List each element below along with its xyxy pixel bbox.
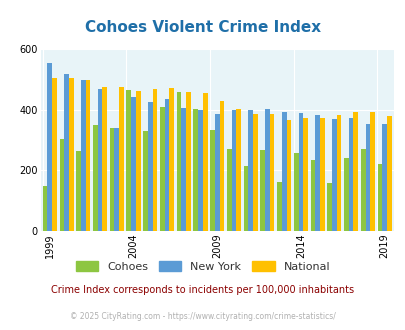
- Bar: [369, 112, 374, 231]
- Bar: [310, 160, 315, 231]
- Bar: [76, 151, 81, 231]
- Bar: [81, 80, 85, 231]
- Bar: [52, 78, 57, 231]
- Text: Crime Index corresponds to incidents per 100,000 inhabitants: Crime Index corresponds to incidents per…: [51, 285, 354, 295]
- Bar: [126, 90, 131, 231]
- Bar: [264, 109, 269, 231]
- Bar: [198, 110, 202, 231]
- Bar: [202, 93, 207, 231]
- Bar: [286, 120, 290, 231]
- Bar: [319, 118, 324, 231]
- Bar: [343, 158, 348, 231]
- Bar: [269, 114, 274, 231]
- Bar: [64, 74, 69, 231]
- Bar: [364, 124, 369, 231]
- Bar: [348, 118, 353, 231]
- Bar: [152, 88, 157, 231]
- Legend: Cohoes, New York, National: Cohoes, New York, National: [71, 256, 334, 276]
- Bar: [164, 99, 169, 231]
- Bar: [248, 110, 252, 231]
- Bar: [293, 153, 298, 231]
- Bar: [109, 128, 114, 231]
- Bar: [326, 182, 331, 231]
- Bar: [47, 63, 52, 231]
- Bar: [181, 108, 185, 231]
- Bar: [60, 139, 64, 231]
- Bar: [193, 109, 198, 231]
- Bar: [226, 149, 231, 231]
- Bar: [360, 149, 364, 231]
- Bar: [243, 166, 248, 231]
- Bar: [331, 119, 336, 231]
- Bar: [102, 87, 107, 231]
- Bar: [93, 124, 98, 231]
- Bar: [214, 114, 219, 231]
- Bar: [69, 78, 73, 231]
- Bar: [382, 124, 386, 231]
- Bar: [260, 150, 264, 231]
- Bar: [298, 113, 303, 231]
- Bar: [160, 107, 164, 231]
- Bar: [236, 109, 241, 231]
- Bar: [377, 164, 382, 231]
- Bar: [315, 115, 319, 231]
- Bar: [176, 92, 181, 231]
- Bar: [85, 80, 90, 231]
- Bar: [131, 97, 136, 231]
- Bar: [143, 131, 147, 231]
- Bar: [277, 182, 281, 231]
- Bar: [231, 110, 236, 231]
- Bar: [252, 114, 257, 231]
- Bar: [169, 88, 174, 231]
- Text: Cohoes Violent Crime Index: Cohoes Violent Crime Index: [85, 20, 320, 35]
- Bar: [281, 112, 286, 231]
- Bar: [114, 128, 119, 231]
- Bar: [303, 118, 307, 231]
- Bar: [119, 87, 124, 231]
- Bar: [336, 115, 341, 231]
- Bar: [98, 89, 102, 231]
- Bar: [43, 185, 47, 231]
- Bar: [136, 91, 140, 231]
- Bar: [386, 116, 391, 231]
- Bar: [353, 112, 357, 231]
- Bar: [185, 91, 190, 231]
- Text: © 2025 CityRating.com - https://www.cityrating.com/crime-statistics/: © 2025 CityRating.com - https://www.city…: [70, 312, 335, 321]
- Bar: [210, 130, 214, 231]
- Bar: [147, 102, 152, 231]
- Bar: [219, 101, 224, 231]
